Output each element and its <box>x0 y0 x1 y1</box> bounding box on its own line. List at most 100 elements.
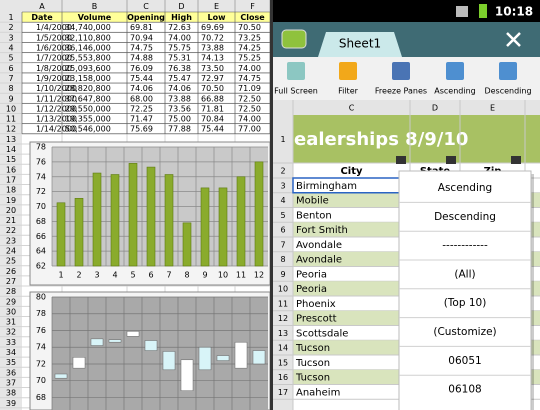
x-tick-label: 1 <box>58 271 63 280</box>
row-number: 39 <box>6 399 16 408</box>
row-number: 32 <box>6 328 16 337</box>
table-cell: 25,093,600 <box>65 64 111 73</box>
column-header: D <box>432 104 438 113</box>
row-number: 5 <box>280 211 285 220</box>
menu-item[interactable]: 06051 <box>448 355 481 367</box>
y-tick-label: 80 <box>36 293 46 302</box>
table-cell: 74.25 <box>238 44 261 53</box>
menu-item[interactable]: (Top 10) <box>444 297 487 309</box>
city-cell: Benton <box>296 210 332 221</box>
table-cell: 29,550,000 <box>65 104 111 113</box>
y-tick-label: 68 <box>36 217 46 226</box>
table-cell: 73.56 <box>168 104 191 113</box>
toolbar-button: Descending <box>484 87 531 96</box>
table-cell: 73.50 <box>201 64 224 73</box>
row-number: 31 <box>6 318 16 327</box>
table-cell: 69.81 <box>130 23 153 32</box>
row-number: 21 <box>6 216 16 225</box>
table-cell: 74.75 <box>238 74 261 83</box>
column-header: C <box>349 104 355 113</box>
menu-item[interactable]: Ascending <box>438 182 492 194</box>
tab-bar <box>273 22 540 57</box>
city-cell: Anaheim <box>296 387 340 398</box>
row-header-bar <box>0 12 22 410</box>
y-tick-label: 70 <box>36 376 46 385</box>
bar <box>92 172 102 267</box>
table-cell: 72.63 <box>168 23 191 32</box>
bar <box>110 174 120 267</box>
candle-body <box>180 359 194 391</box>
filter-button[interactable] <box>396 156 406 164</box>
toolbar-icon[interactable] <box>287 62 305 80</box>
city-cell: Prescott <box>296 314 337 325</box>
bar <box>254 161 264 267</box>
menu-item[interactable]: (All) <box>454 268 475 280</box>
row-number: 14 <box>278 344 288 353</box>
row-number: 2 <box>280 167 285 176</box>
menu-item[interactable]: 06108 <box>448 384 481 396</box>
column-header: E <box>214 2 219 11</box>
filter-button[interactable] <box>511 156 521 164</box>
x-tick-label: 11 <box>236 271 246 280</box>
table-cell: 71.47 <box>130 115 153 124</box>
row-number: 9 <box>8 94 13 103</box>
status-time: 10:18 <box>495 5 533 19</box>
toolbar-icon[interactable] <box>339 62 357 80</box>
toolbar-icon[interactable] <box>499 62 517 80</box>
table-cell: 37,647,800 <box>65 94 111 103</box>
candle-body <box>108 339 122 343</box>
toolbar-icon[interactable] <box>392 62 410 80</box>
menu-item[interactable]: Descending <box>434 211 496 223</box>
row-number: 3 <box>280 181 285 190</box>
y-tick-label: 68 <box>36 393 46 402</box>
row-number: 17 <box>278 388 288 397</box>
row-number: 10 <box>278 285 288 294</box>
close-button[interactable] <box>506 32 521 47</box>
row-number: 8 <box>8 84 13 93</box>
x-tick-label: 12 <box>254 271 264 280</box>
table-header: High <box>171 13 192 22</box>
table-cell: 75.25 <box>238 54 261 63</box>
row-number: 12 <box>278 314 288 323</box>
table-cell: 75.44 <box>130 74 153 83</box>
table-cell: 74.13 <box>201 54 224 63</box>
row-number: 6 <box>280 226 285 235</box>
table-cell: 70.50 <box>201 84 224 93</box>
row-number: 1 <box>8 13 13 22</box>
y-tick-label: 64 <box>36 247 46 256</box>
table-cell: 1/8/2000 <box>36 64 72 73</box>
table-header: Close <box>240 13 265 22</box>
city-cell: Avondale <box>296 240 342 251</box>
table-cell: 70.50 <box>238 23 261 32</box>
toolbar-button: Freeze Panes <box>375 87 427 96</box>
city-cell: Tucson <box>295 358 330 369</box>
table-cell: 70.84 <box>201 115 224 124</box>
row-number: 22 <box>6 226 16 235</box>
panel-divider <box>270 0 273 410</box>
table-cell: 76.09 <box>130 64 153 73</box>
row-number: 20 <box>6 206 16 215</box>
toolbar-icon[interactable] <box>446 62 464 80</box>
x-tick-label: 3 <box>94 271 99 280</box>
table-cell: 32,110,800 <box>65 33 111 42</box>
filter-button[interactable] <box>446 156 456 164</box>
sheet-tab[interactable] <box>318 32 402 57</box>
table-cell: 1/6/2000 <box>36 44 72 53</box>
row-number: 29 <box>6 297 16 306</box>
menu-item[interactable]: (Customize) <box>433 326 496 338</box>
table-cell: 75.31 <box>168 54 191 63</box>
table-cell: 72.50 <box>238 104 261 113</box>
table-cell: 34,740,000 <box>65 23 111 32</box>
city-cell: Tucson <box>295 373 330 384</box>
row-number: 28 <box>6 287 16 296</box>
city-cell: Mobile <box>296 196 329 207</box>
table-cell: 68.00 <box>130 94 153 103</box>
row-number: 38 <box>6 389 16 398</box>
x-tick-label: 4 <box>112 271 117 280</box>
table-cell: 76.38 <box>168 64 191 73</box>
city-cell: Phoenix <box>296 299 336 310</box>
row-number: 27 <box>6 277 16 286</box>
x-tick-label: 8 <box>184 271 189 280</box>
column-header: D <box>178 2 184 11</box>
table-cell: 72.50 <box>238 94 261 103</box>
